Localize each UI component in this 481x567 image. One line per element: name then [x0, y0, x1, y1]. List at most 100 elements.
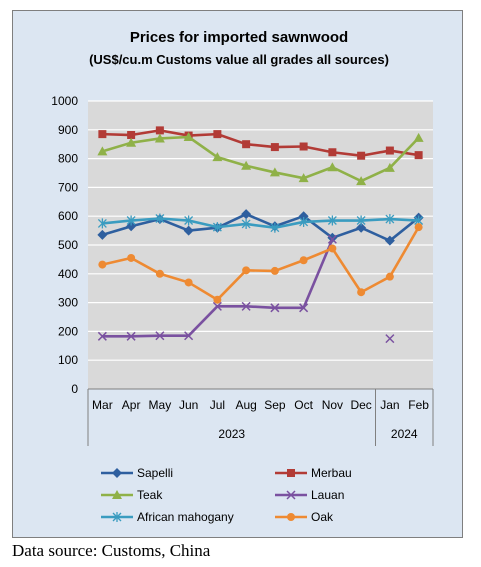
data-point-african-mahogany [126, 215, 136, 226]
data-point-african-mahogany [184, 215, 194, 226]
y-tick-label: 700 [58, 180, 78, 194]
y-tick-label: 600 [58, 209, 78, 223]
data-point-lauan [385, 334, 395, 344]
data-point-merbau [357, 151, 366, 160]
data-point-sapelli [241, 209, 252, 220]
y-tick-label: 200 [58, 324, 78, 338]
x-tick-label: Oct [294, 398, 313, 412]
data-point-lauan [327, 234, 337, 244]
series-lauan [97, 234, 395, 344]
data-point-teak [327, 162, 338, 172]
series-oak [98, 223, 423, 304]
data-point-african-mahogany [212, 222, 222, 233]
data-point-african-mahogany [97, 218, 107, 229]
y-tick-label: 400 [58, 267, 78, 281]
series-teak [97, 132, 424, 186]
data-point-oak [242, 266, 251, 275]
data-point-african-mahogany [385, 214, 395, 225]
legend-marker [112, 512, 122, 522]
data-point-merbau [98, 130, 107, 139]
line-chart: Prices for imported sawnwood (US$/cu.m C… [51, 29, 434, 524]
y-tick-label: 0 [71, 382, 78, 396]
y-tick-label: 800 [58, 152, 78, 166]
data-point-lauan [212, 301, 222, 311]
data-point-teak [384, 162, 395, 172]
data-point-oak [328, 244, 337, 253]
data-point-lauan [97, 331, 107, 341]
data-point-oak [213, 295, 222, 304]
data-point-merbau [127, 130, 136, 139]
y-tick-label: 1000 [51, 94, 78, 108]
data-point-merbau [213, 130, 222, 139]
chart-title: Prices for imported sawnwood [130, 29, 348, 46]
data-point-teak [269, 167, 280, 177]
data-point-merbau [155, 126, 164, 135]
series-line-sapelli [102, 212, 420, 242]
x-tick-label: Sep [264, 398, 286, 412]
legend-item-oak: Oak [275, 510, 334, 524]
series-line-african-mahogany [102, 217, 419, 230]
y-tick-label: 100 [58, 353, 78, 367]
data-point-oak [357, 288, 366, 297]
data-point-lauan [241, 301, 251, 311]
series-line-merbau [102, 129, 419, 158]
data-point-lauan [184, 331, 194, 341]
year-group-label: 2023 [218, 427, 245, 441]
data-point-oak [184, 278, 193, 287]
x-tick-label: Feb [408, 398, 429, 412]
data-point-lauan [270, 303, 280, 313]
data-point-sapelli [183, 225, 194, 236]
data-point-teak [126, 137, 137, 147]
legend-marker [286, 490, 296, 500]
data-point-merbau [414, 151, 423, 160]
legend-item-teak: Teak [101, 488, 163, 502]
y-tick-label: 900 [58, 123, 78, 137]
data-point-oak [270, 266, 279, 275]
data-point-lauan [126, 331, 136, 341]
data-point-teak [413, 132, 424, 142]
chart-frame: Prices for imported sawnwood (US$/cu.m C… [12, 10, 463, 538]
x-tick-label: May [149, 398, 172, 412]
data-source-note: Data source: Customs, China [12, 541, 211, 560]
year-group-label: 2024 [391, 427, 418, 441]
series-african-mahogany [97, 213, 424, 233]
data-point-sapelli [97, 229, 108, 240]
legend-label: Oak [311, 510, 334, 524]
gridlines [88, 100, 433, 361]
legend-label: Sapelli [137, 466, 173, 480]
legend-item-merbau: Merbau [275, 466, 352, 480]
legend-label: Teak [137, 488, 163, 502]
data-point-oak [385, 272, 394, 281]
data-point-teak [212, 152, 223, 162]
x-tick-label: Nov [322, 398, 343, 412]
legend-item-sapelli: Sapelli [101, 466, 173, 480]
legend-marker [287, 469, 295, 477]
legend-label: African mahogany [137, 510, 234, 524]
data-point-teak [183, 132, 194, 141]
legend-item-african-mahogany: African mahogany [101, 510, 234, 524]
legend-marker [112, 468, 122, 478]
data-point-lauan [155, 331, 165, 341]
data-point-merbau [270, 143, 279, 152]
data-point-merbau [328, 148, 337, 157]
series-line-oak [102, 226, 420, 302]
x-tick-label: Jun [179, 398, 198, 412]
data-point-sapelli [356, 222, 367, 233]
data-point-merbau [242, 140, 251, 149]
legend-item-lauan: Lauan [275, 488, 344, 502]
data-point-teak [154, 133, 165, 143]
data-point-oak [155, 269, 164, 278]
data-point-oak [98, 260, 107, 269]
chart-subtitle: (US$/cu.m Customs value all grades all s… [89, 52, 389, 67]
x-tick-label: Jan [380, 398, 399, 412]
legend: Sapelli Merbau Teak Lauan African mahogany Oa… [101, 466, 352, 524]
data-point-african-mahogany [155, 213, 165, 224]
data-point-oak [299, 256, 308, 265]
data-point-merbau [385, 146, 394, 155]
data-point-african-mahogany [241, 218, 251, 229]
data-point-merbau [299, 142, 308, 151]
x-tick-label: Jul [210, 398, 225, 412]
data-point-teak [298, 173, 309, 183]
x-tick-label: Apr [122, 398, 141, 412]
y-tick-label: 500 [58, 238, 78, 252]
